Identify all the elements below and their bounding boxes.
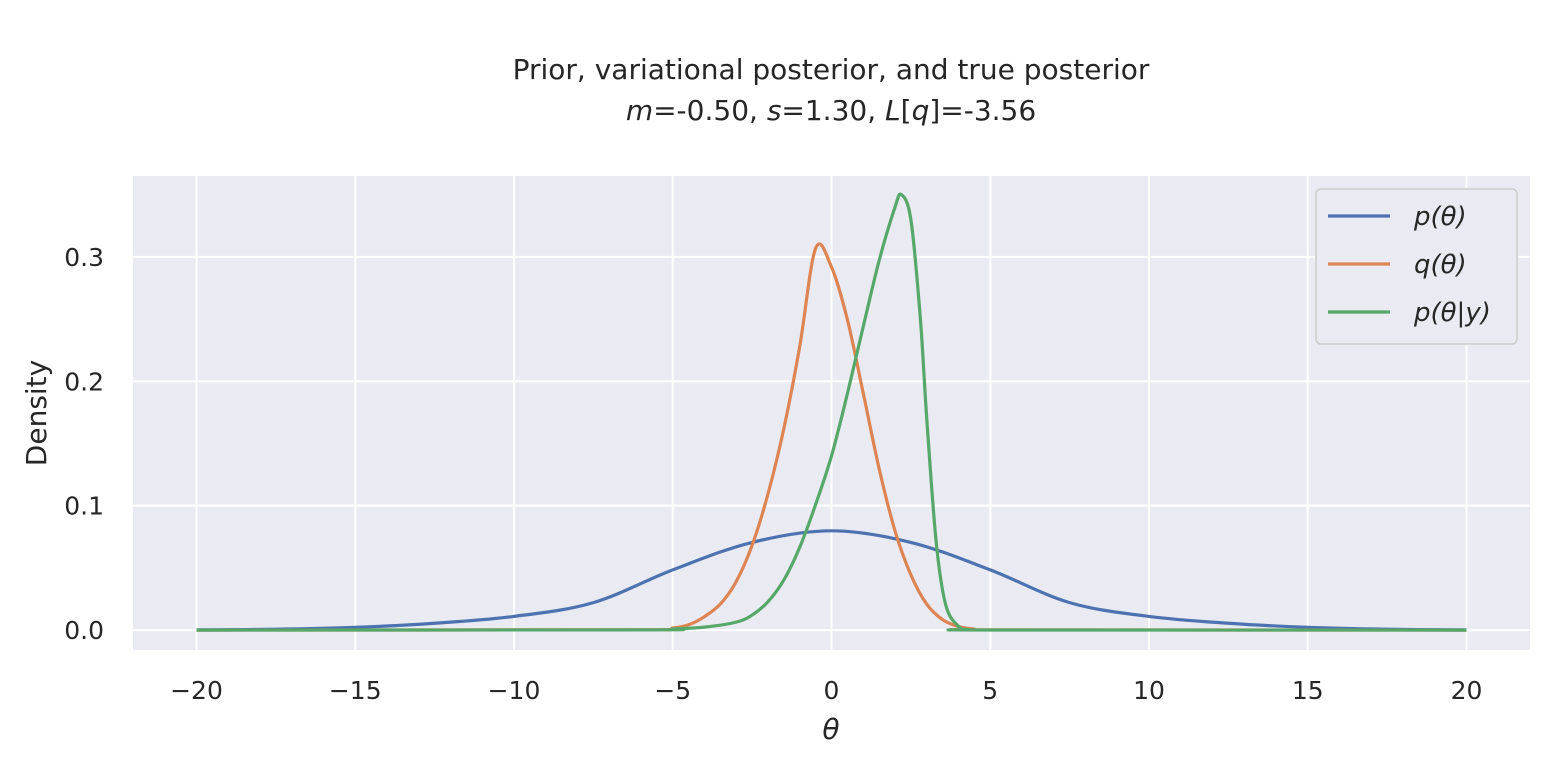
y-tick-labels: 0.0 0.1 0.2 0.3: [64, 243, 104, 645]
legend-label-2: p(θ|y): [1413, 298, 1491, 328]
x-tick-label: 15: [1292, 676, 1324, 705]
series-line-0: [196, 529, 1467, 632]
legend-label-0: p(θ): [1413, 202, 1467, 232]
y-tick-label: 0.2: [64, 367, 104, 396]
subtitle-part: =-0.50,: [653, 94, 767, 127]
legend: p(θ) q(θ) p(θ|y): [1315, 188, 1518, 345]
series-line-2: [196, 192, 1467, 632]
chart-title: Prior, variational posterior, and true p…: [513, 53, 1150, 86]
subtitle-part: ]=-3.56: [929, 94, 1036, 127]
legend-label-1: q(θ): [1414, 250, 1467, 280]
chart-title-block: Prior, variational posterior, and true p…: [513, 53, 1150, 127]
subtitle-part: [: [901, 94, 912, 127]
legend-box: [1315, 188, 1518, 345]
x-tick-label: −5: [654, 676, 691, 705]
y-tick-label: 0.1: [64, 492, 104, 521]
x-tick-label: −15: [329, 676, 382, 705]
x-axis-label: θ: [822, 713, 839, 746]
x-tick-label: 10: [1133, 676, 1165, 705]
x-tick-label: 0: [824, 676, 840, 705]
chart-subtitle: m=-0.50, s=1.30, L[q]=-3.56: [626, 94, 1036, 127]
x-tick-labels: −20 −15 −10 −5 0 5 10 15 20: [170, 676, 1482, 705]
subtitle-part: m: [626, 94, 653, 127]
subtitle-part: =1.30,: [781, 94, 885, 127]
subtitle-part: s: [767, 94, 782, 127]
y-axis-label: Density: [20, 360, 53, 466]
x-tick-label: 5: [982, 676, 998, 705]
subtitle-part: q: [912, 94, 930, 127]
y-tick-label: 0.3: [64, 243, 104, 272]
x-tick-label: 20: [1451, 676, 1483, 705]
x-tick-label: −10: [488, 676, 541, 705]
y-tick-label: 0.0: [64, 616, 104, 645]
x-tick-label: −20: [170, 676, 223, 705]
subtitle-part: L: [885, 94, 901, 127]
series-layer: [196, 192, 1467, 632]
